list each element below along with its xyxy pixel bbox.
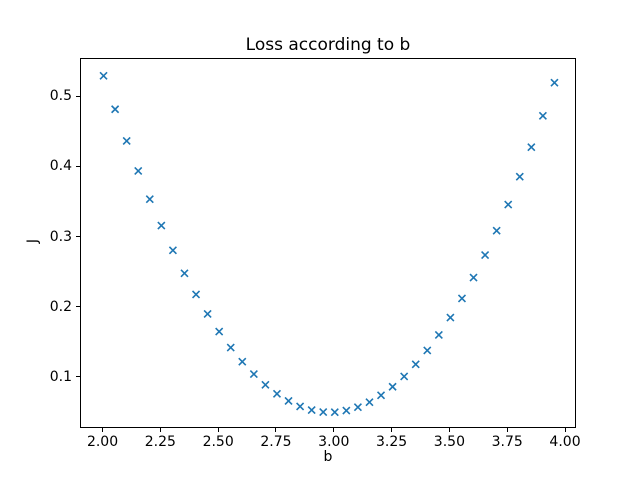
scatter-marker — [538, 111, 547, 120]
scatter-marker — [353, 403, 362, 412]
x-tick-label: 4.00 — [549, 434, 581, 450]
scatter-marker — [515, 172, 524, 181]
x-tick-mark — [506, 428, 508, 432]
scatter-marker — [226, 343, 235, 352]
y-tick-label: 0.4 — [49, 158, 72, 175]
x-tick-label: 2.50 — [202, 434, 234, 450]
scatter-marker — [342, 406, 351, 415]
y-tick-mark — [76, 165, 80, 167]
scatter-marker — [238, 357, 247, 366]
scatter-marker — [423, 346, 432, 355]
scatter-marker — [365, 398, 374, 407]
x-tick-mark — [333, 428, 335, 432]
scatter-marker — [388, 382, 397, 391]
scatter-marker — [296, 402, 305, 411]
y-tick-label: 0.2 — [49, 298, 72, 315]
scatter-marker — [376, 391, 386, 400]
scatter-marker — [527, 143, 536, 152]
x-tick-label: 3.00 — [318, 434, 350, 450]
scatter-marker — [330, 408, 339, 417]
scatter-marker — [400, 372, 409, 381]
x-tick-mark — [448, 428, 450, 432]
x-tick-mark — [391, 428, 393, 432]
x-tick-mark — [159, 428, 161, 432]
y-tick-mark — [76, 306, 80, 308]
x-tick-mark — [217, 428, 219, 432]
scatter-marker — [157, 221, 166, 230]
scatter-marker — [134, 166, 143, 176]
scatter-marker — [481, 250, 490, 260]
x-tick-label: 3.75 — [491, 434, 523, 450]
scatter-series — [99, 71, 559, 417]
scatter-marker — [492, 226, 501, 235]
scatter-marker — [307, 405, 316, 415]
y-tick-mark — [76, 236, 80, 238]
scatter-marker — [284, 396, 293, 405]
scatter-marker — [261, 380, 270, 389]
scatter-marker — [249, 370, 258, 379]
scatter-marker — [122, 136, 131, 146]
x-tick-mark — [275, 428, 277, 432]
scatter-marker — [99, 71, 108, 80]
scatter-marker — [446, 313, 455, 322]
x-tick-label: 2.00 — [86, 434, 119, 450]
scatter-marker — [504, 200, 513, 209]
x-tick-label: 2.75 — [260, 434, 292, 450]
scatter-marker — [168, 246, 177, 255]
x-axis-label: b — [323, 449, 333, 465]
scatter-marker — [457, 294, 467, 303]
x-tick-label: 2.25 — [144, 434, 176, 450]
y-tick-mark — [76, 376, 80, 378]
y-tick-mark — [76, 95, 80, 97]
scatter-marker — [111, 105, 120, 114]
scatter-marker — [145, 195, 154, 204]
scatter-marker — [215, 327, 224, 336]
scatter-marker — [203, 309, 212, 318]
x-tick-label: 3.50 — [433, 434, 465, 450]
scatter-marker — [319, 407, 328, 417]
scatter-marker — [550, 78, 559, 87]
scatter-marker — [191, 290, 201, 299]
y-tick-label: 0.3 — [49, 228, 72, 245]
y-tick-label: 0.1 — [49, 368, 72, 385]
plot-area — [80, 58, 576, 428]
x-tick-label: 3.25 — [375, 434, 408, 450]
scatter-marker — [180, 269, 189, 278]
y-tick-label: 0.5 — [49, 88, 72, 105]
x-tick-mark — [102, 428, 104, 432]
scatter-marker — [272, 389, 282, 398]
scatter-marker — [434, 330, 443, 339]
x-tick-mark — [564, 428, 566, 432]
scatter-marker — [411, 360, 420, 369]
chart-title: Loss according to b — [245, 35, 411, 55]
scatter-marker — [469, 273, 478, 282]
